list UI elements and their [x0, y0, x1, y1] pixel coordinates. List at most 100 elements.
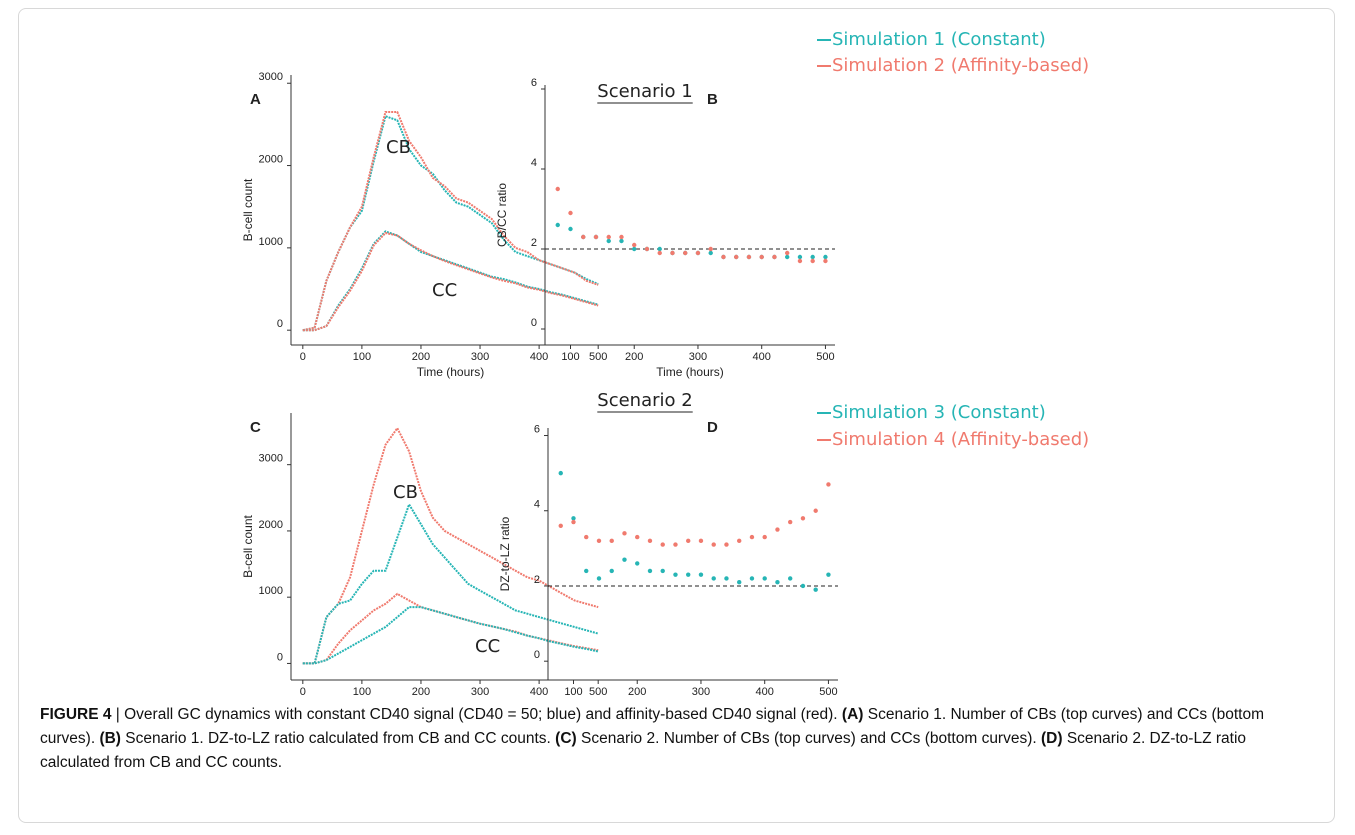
x-tick-label: 400 — [530, 351, 548, 363]
data-point — [644, 246, 650, 252]
x-tick-label: 300 — [692, 686, 710, 698]
data-point — [737, 538, 742, 544]
legend-label: Simulation 3 (Constant) — [832, 402, 1046, 423]
data-point — [813, 587, 818, 592]
data-point — [787, 576, 793, 581]
x-tick-label: 300 — [471, 351, 489, 363]
x-tick-label: 500 — [816, 351, 834, 363]
data-point — [619, 234, 624, 240]
y-tick-label: 4 — [531, 157, 537, 169]
series-line — [302, 502, 599, 665]
x-tick-label: 500 — [589, 351, 607, 363]
data-point — [724, 576, 729, 581]
data-point — [749, 576, 755, 581]
data-point — [775, 527, 780, 532]
data-point — [797, 258, 803, 264]
data-point — [810, 258, 815, 264]
data-point — [571, 516, 576, 521]
x-tick-label: 400 — [753, 351, 771, 363]
x-tick-label: 100 — [564, 686, 582, 698]
caption-text: Scenario 2. Number of CBs (top curves) a… — [576, 730, 1041, 747]
data-point — [555, 222, 560, 228]
data-point — [826, 482, 831, 487]
figure-frame — [18, 8, 1335, 823]
data-point — [635, 561, 640, 566]
data-point — [632, 246, 637, 252]
data-point — [823, 254, 828, 260]
x-tick-label: 200 — [625, 351, 643, 363]
data-point — [660, 568, 665, 574]
y-axis-title: B-cell count — [241, 178, 255, 241]
data-point — [746, 254, 752, 260]
series-line — [302, 592, 599, 665]
data-point — [698, 538, 704, 544]
data-point — [558, 523, 563, 528]
data-point — [555, 186, 560, 192]
data-point — [698, 572, 704, 577]
curve-label: CB — [386, 137, 411, 158]
data-point — [622, 557, 627, 562]
data-point — [797, 254, 803, 260]
x-tick-label: 200 — [412, 686, 430, 698]
data-point — [800, 583, 806, 589]
caption-text: Scenario 1. DZ-to-LZ ratio calculated fr… — [120, 730, 556, 747]
curve-label: CC — [432, 280, 457, 301]
y-axis-title: B-cell count — [241, 514, 255, 577]
x-tick-label: 300 — [471, 686, 489, 698]
x-tick-label: 500 — [589, 686, 607, 698]
x-axis-title: Time (hours) — [417, 365, 485, 379]
data-point — [724, 542, 729, 547]
data-point — [609, 538, 614, 544]
caption-text: Scenario 1. Number of CBs (top curves) a… — [40, 706, 1269, 747]
x-tick-label: 100 — [561, 351, 579, 363]
data-point — [683, 250, 688, 256]
series-line — [302, 606, 599, 665]
caption-text: Scenario 2. DZ-to-LZ ratio calculated fr… — [40, 730, 1251, 771]
data-point — [823, 258, 828, 264]
y-tick-label: 2000 — [259, 519, 283, 531]
data-point — [596, 538, 602, 544]
data-point — [571, 519, 576, 525]
caption-text: (D) — [1041, 730, 1063, 747]
data-point — [762, 576, 767, 581]
y-tick-label: 3000 — [259, 453, 283, 465]
y-tick-label: 0 — [277, 318, 283, 330]
y-tick-label: 6 — [531, 77, 537, 89]
data-point — [784, 254, 790, 260]
x-tick-label: 0 — [300, 351, 306, 363]
data-point — [584, 534, 589, 540]
legend-label: Simulation 1 (Constant) — [832, 29, 1046, 50]
data-point — [800, 516, 806, 521]
data-point — [734, 254, 739, 260]
panel-letter: A — [250, 91, 261, 108]
panel-letter: B — [707, 91, 718, 108]
x-tick-label: 0 — [300, 686, 306, 698]
data-point — [568, 226, 573, 232]
data-point — [810, 254, 815, 260]
data-point — [660, 542, 665, 547]
data-point — [686, 572, 691, 577]
data-point — [759, 254, 764, 260]
data-point — [632, 242, 637, 248]
y-tick-label: 0 — [531, 317, 537, 329]
caption-text: FIGURE 4 — [40, 706, 112, 723]
data-point — [581, 234, 586, 240]
y-tick-label: 0 — [534, 649, 540, 661]
data-point — [775, 580, 780, 585]
caption-text: (B) — [99, 730, 121, 747]
caption-text: | Overall GC dynamics with constant CD40… — [111, 706, 842, 723]
data-point — [813, 508, 818, 513]
data-point — [686, 538, 691, 544]
data-point — [622, 531, 627, 536]
data-point — [711, 542, 716, 547]
y-tick-label: 1000 — [259, 585, 283, 597]
data-point — [606, 238, 611, 244]
x-tick-label: 400 — [530, 686, 548, 698]
scenario-title: Scenario 2 — [597, 390, 692, 411]
legend-label: Simulation 2 (Affinity-based) — [832, 55, 1089, 76]
data-point — [609, 568, 614, 574]
y-axis-title: CB/CC ratio — [495, 183, 509, 247]
x-tick-label: 500 — [819, 686, 837, 698]
y-tick-label: 2000 — [259, 153, 283, 165]
